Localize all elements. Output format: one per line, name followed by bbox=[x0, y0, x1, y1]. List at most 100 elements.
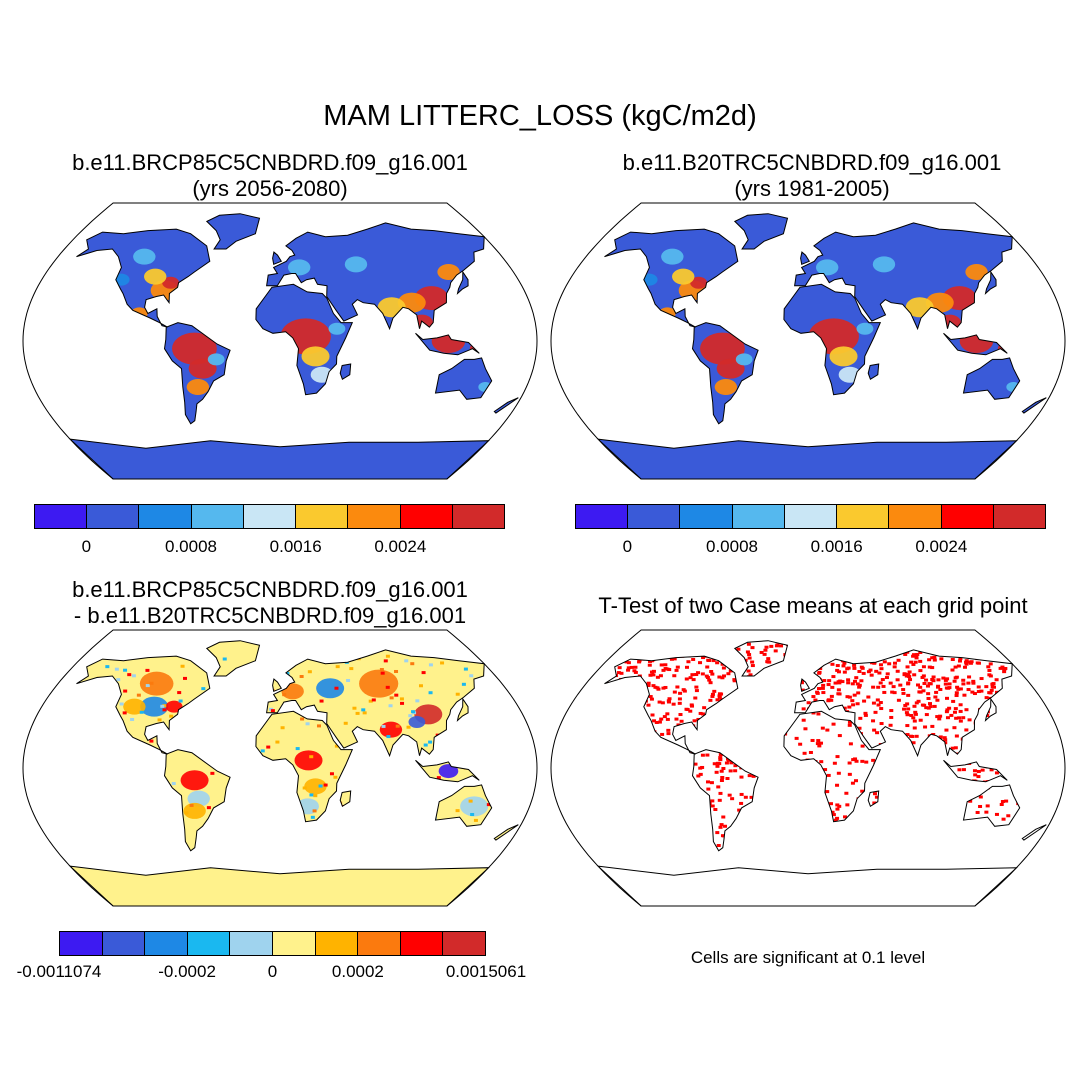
significant-cell bbox=[661, 839, 666, 843]
significant-cell bbox=[889, 715, 894, 719]
grid-cell bbox=[90, 725, 95, 729]
significant-cell bbox=[744, 832, 749, 836]
significant-cell bbox=[1005, 772, 1010, 776]
significant-cell bbox=[711, 659, 716, 663]
grid-cell bbox=[323, 783, 328, 787]
significant-cell bbox=[857, 685, 862, 689]
significant-cell bbox=[699, 735, 704, 739]
significant-cell bbox=[969, 660, 974, 664]
significant-cell bbox=[634, 820, 639, 824]
significant-cell bbox=[809, 850, 814, 854]
significant-cell bbox=[682, 652, 687, 656]
map-panel-1 bbox=[22, 202, 538, 480]
grid-cell bbox=[399, 697, 404, 701]
grid-cell bbox=[481, 693, 486, 697]
significant-cell bbox=[902, 673, 907, 677]
significant-cell bbox=[625, 835, 630, 839]
significant-cell bbox=[962, 739, 967, 743]
map-outline bbox=[22, 202, 538, 480]
grid-cell bbox=[88, 755, 93, 759]
significant-cell bbox=[837, 648, 842, 652]
value-region bbox=[281, 683, 304, 700]
grid-cell bbox=[250, 777, 255, 781]
significant-cell bbox=[1013, 679, 1018, 683]
significant-cell bbox=[840, 680, 845, 684]
significant-cell bbox=[849, 824, 854, 828]
significant-cell bbox=[842, 670, 847, 674]
significant-cell bbox=[885, 649, 890, 653]
significant-cell bbox=[918, 659, 923, 663]
significant-cell bbox=[909, 798, 914, 802]
grid-cell bbox=[154, 803, 159, 807]
significant-cell bbox=[613, 692, 618, 696]
significant-cell bbox=[985, 714, 990, 718]
grid-cell bbox=[48, 785, 52, 788]
grid-cell bbox=[472, 692, 477, 696]
significant-cell bbox=[903, 652, 908, 656]
significant-cell bbox=[921, 689, 926, 693]
coastline bbox=[867, 790, 880, 808]
value-region bbox=[965, 264, 988, 280]
significant-cell bbox=[615, 723, 620, 727]
value-region bbox=[714, 379, 738, 395]
significant-cell bbox=[678, 691, 683, 695]
significant-cell bbox=[966, 681, 971, 685]
significant-cell bbox=[938, 687, 943, 691]
significant-cell bbox=[730, 665, 735, 669]
significant-cell bbox=[801, 645, 806, 649]
significant-cell bbox=[960, 737, 965, 741]
significant-cell bbox=[583, 751, 587, 754]
significant-cell bbox=[945, 708, 950, 712]
significant-cell bbox=[868, 668, 873, 672]
value-region bbox=[180, 770, 209, 791]
significant-cell bbox=[977, 647, 982, 651]
value-region bbox=[188, 358, 217, 379]
significant-cell bbox=[652, 836, 657, 840]
significant-cell bbox=[648, 695, 653, 699]
significant-cell bbox=[1002, 763, 1007, 767]
significant-cell bbox=[812, 655, 817, 659]
significant-cell bbox=[731, 732, 736, 736]
grid-cell bbox=[456, 764, 461, 768]
significant-cell bbox=[648, 738, 653, 742]
significant-cell bbox=[799, 770, 804, 774]
significant-cell bbox=[890, 690, 895, 694]
significant-cell bbox=[791, 686, 796, 690]
significant-cell bbox=[676, 812, 681, 816]
grid-cell bbox=[355, 749, 360, 753]
grid-cell bbox=[95, 763, 100, 767]
significant-cell bbox=[925, 684, 930, 688]
significant-cell bbox=[763, 690, 768, 694]
significant-cell bbox=[964, 659, 969, 663]
significant-cell bbox=[852, 663, 857, 667]
significant-cell bbox=[645, 764, 650, 768]
significant-cell bbox=[708, 698, 713, 702]
significant-cell bbox=[695, 853, 700, 857]
significant-cell bbox=[737, 711, 742, 715]
significant-cell bbox=[790, 852, 795, 856]
significant-cell bbox=[688, 643, 693, 647]
grid-cell bbox=[401, 810, 406, 814]
significant-cell bbox=[847, 705, 852, 709]
significant-cell bbox=[739, 664, 744, 668]
significant-cell bbox=[724, 761, 729, 765]
significant-cell bbox=[887, 736, 892, 740]
significant-cell bbox=[888, 788, 893, 792]
significant-cell bbox=[693, 827, 698, 831]
significant-cell bbox=[943, 738, 948, 742]
grid-cell bbox=[388, 847, 393, 851]
significant-cell bbox=[779, 848, 784, 852]
value-region bbox=[377, 297, 406, 318]
significant-cell bbox=[991, 682, 996, 686]
significant-cell bbox=[694, 689, 699, 693]
significant-cell bbox=[637, 660, 642, 664]
significant-cell bbox=[936, 678, 941, 682]
significant-cell bbox=[858, 852, 863, 856]
coastline bbox=[272, 251, 283, 265]
grid-cell bbox=[276, 806, 281, 810]
significant-cell bbox=[666, 792, 671, 796]
significant-cell bbox=[646, 684, 651, 688]
grid-cell bbox=[371, 698, 376, 702]
grid-cell bbox=[114, 667, 119, 671]
value-region bbox=[838, 366, 862, 383]
